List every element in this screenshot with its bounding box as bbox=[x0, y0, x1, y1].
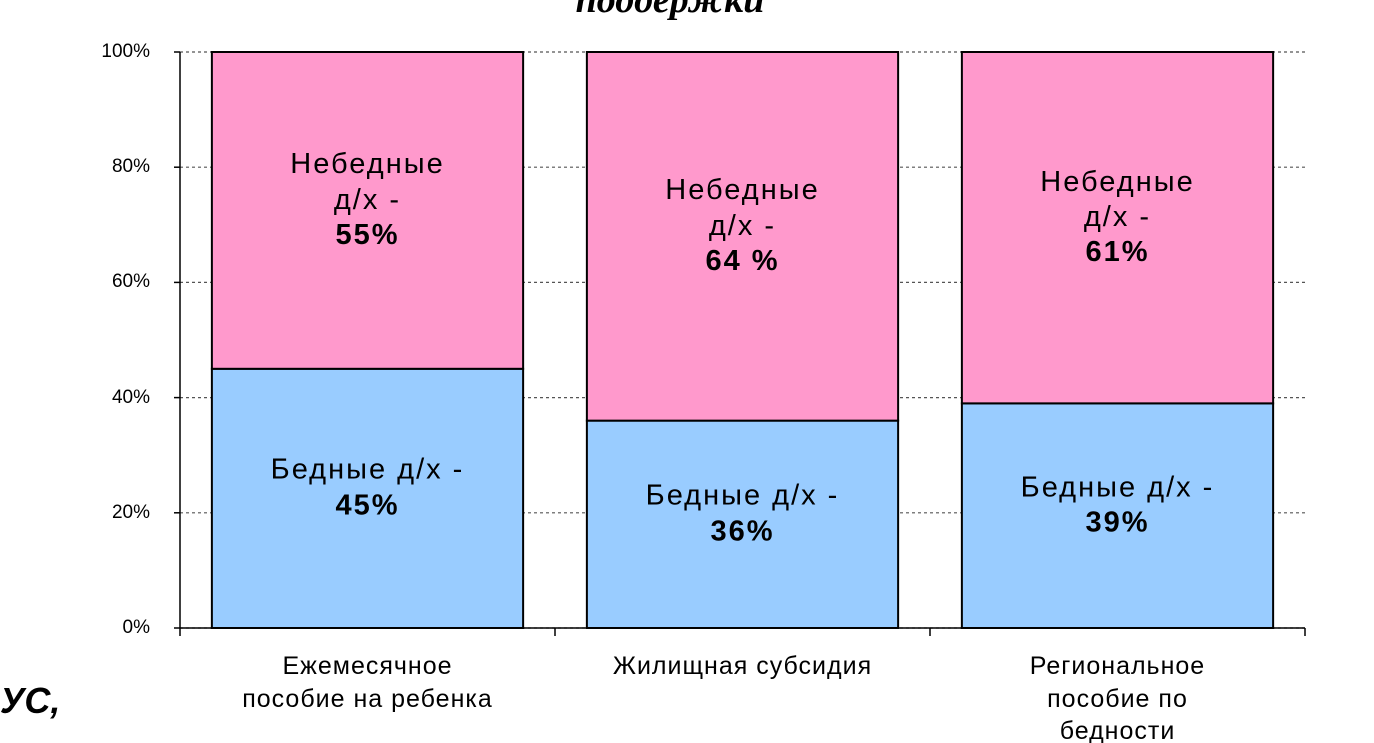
bar-segment bbox=[210, 51, 525, 370]
series-name: Бедные д/х - bbox=[645, 479, 840, 512]
bar-segment bbox=[210, 367, 525, 629]
series-name: Бедные д/х - bbox=[270, 454, 465, 487]
x-tick-label: Жилищная субсидия bbox=[612, 652, 873, 680]
data-label: Небедные д/х -64 % bbox=[665, 173, 819, 279]
value-label: 55% bbox=[335, 219, 400, 252]
y-tick-label: 40% bbox=[111, 386, 150, 408]
series-name: Небедные д/х - bbox=[290, 148, 445, 216]
series-name: Небедные д/х - bbox=[1040, 165, 1195, 233]
value-label: 39% bbox=[1085, 506, 1150, 539]
y-tick-label: 0% bbox=[122, 617, 150, 638]
series-name: Бедные д/х - bbox=[1020, 471, 1215, 504]
y-tick-label: 80% bbox=[111, 156, 150, 178]
y-tick-label: 20% bbox=[111, 501, 150, 523]
data-label: Бедные д/х -39% bbox=[1021, 470, 1215, 541]
y-tick-label: 60% bbox=[111, 271, 150, 293]
series-name: Небедные д/х - bbox=[665, 174, 820, 242]
value-label: 61% bbox=[1085, 236, 1150, 269]
bar-segment bbox=[960, 402, 1275, 629]
bar-segment bbox=[585, 51, 900, 422]
side-text: УС, bbox=[0, 680, 61, 721]
value-label: 45% bbox=[335, 489, 400, 522]
chart-title: поддержки bbox=[575, 0, 765, 21]
value-label: 36% bbox=[710, 515, 775, 548]
y-tick-label: 100% bbox=[101, 41, 150, 62]
x-tick-label: Ежемесячное пособие на ребенка bbox=[242, 652, 493, 713]
bar-segment bbox=[960, 51, 1275, 405]
x-tick-label: Региональное пособие по бедности bbox=[1029, 652, 1206, 743]
value-label: 64 % bbox=[705, 245, 780, 277]
data-label: Бедные д/х -36% bbox=[646, 479, 840, 550]
data-label: Небедные д/х -61% bbox=[1040, 165, 1194, 271]
bar-segment bbox=[585, 419, 900, 630]
data-label: Небедные д/х -55% bbox=[290, 147, 444, 253]
data-label: Бедные д/х -45% bbox=[271, 453, 465, 524]
